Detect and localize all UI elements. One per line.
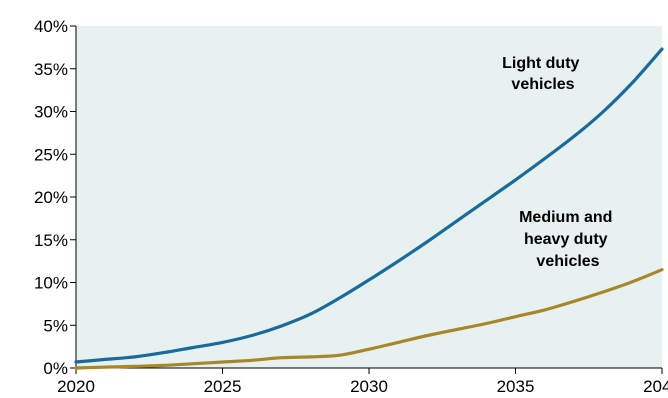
plot-area	[76, 26, 662, 368]
series-line-light-duty	[74, 47, 664, 364]
series-lines	[74, 47, 664, 370]
y-tick-label: 10%	[34, 274, 68, 293]
series-line-medium-heavy-duty	[74, 268, 664, 370]
y-tick-label: 25%	[34, 145, 68, 164]
x-axis: 2020 2025 2030 2035 2040	[57, 367, 668, 396]
x-tick-label: 2040	[643, 377, 668, 396]
x-tick-label: 2025	[204, 377, 242, 396]
y-axis: 0% 5% 10% 15% 20% 25% 30% 35% 40%	[34, 17, 77, 378]
y-tick-label: 30%	[34, 103, 68, 122]
y-tick-label: 5%	[43, 316, 68, 335]
x-tick-label: 2035	[497, 377, 535, 396]
y-tick-label: 0%	[43, 359, 68, 378]
series-label-medium-heavy-duty: Medium and heavy duty vehicles	[519, 209, 617, 270]
y-tick-label: 20%	[34, 188, 68, 207]
y-tick-label: 15%	[34, 231, 68, 250]
x-tick-label: 2020	[57, 377, 95, 396]
y-tick-label: 40%	[34, 17, 68, 36]
series-label-light-duty: Light duty vehicles	[502, 55, 584, 93]
x-tick-label: 2030	[350, 377, 388, 396]
y-tick-label: 35%	[34, 60, 68, 79]
